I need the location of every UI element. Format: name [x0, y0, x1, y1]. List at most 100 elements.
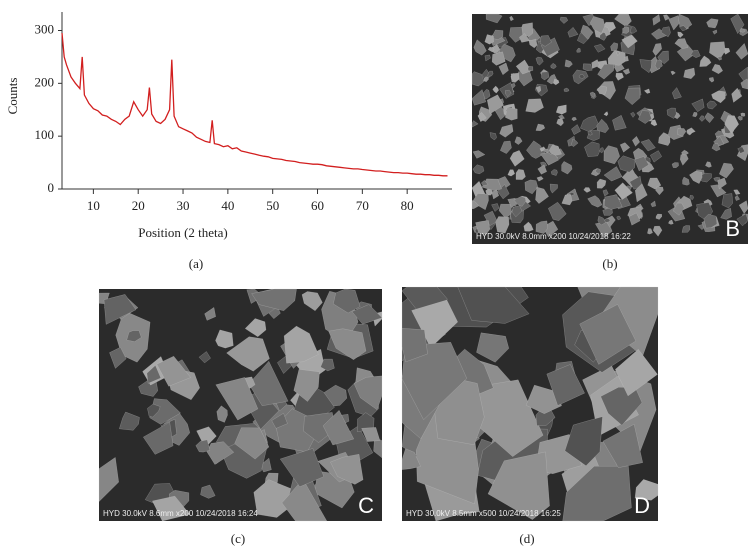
particle: [740, 78, 749, 90]
particle: [103, 294, 137, 325]
particle: [215, 329, 234, 349]
particle: [361, 427, 381, 442]
particle: [604, 218, 611, 223]
particle: [156, 355, 192, 387]
particle: [126, 330, 142, 342]
particle: [564, 59, 573, 68]
particle: [639, 59, 652, 74]
caption: (b): [602, 256, 617, 271]
particle: [652, 14, 661, 26]
particle: [535, 56, 544, 66]
particle: [471, 120, 479, 128]
particle: [638, 110, 652, 124]
particle: [603, 194, 623, 210]
particle: [579, 304, 637, 365]
particle: [481, 180, 489, 186]
particle: [483, 210, 498, 226]
particle: [401, 448, 421, 470]
particle: [495, 216, 510, 234]
particle: [596, 118, 610, 134]
particle: [681, 225, 691, 233]
particle: [515, 59, 532, 75]
particle: [634, 183, 648, 203]
particle: [704, 112, 715, 123]
particle: [621, 34, 638, 49]
particle: [216, 405, 228, 423]
particle: [717, 55, 723, 61]
particle: [487, 46, 495, 53]
particle: [628, 212, 641, 226]
particle: [699, 55, 712, 67]
particle: [490, 29, 504, 40]
particle: [472, 164, 485, 175]
particle: [535, 186, 549, 204]
particle: [513, 196, 527, 207]
particle: [576, 47, 581, 53]
y-tick-label: 300: [35, 21, 55, 36]
particle: [599, 32, 607, 41]
particle: [738, 200, 749, 214]
image-info: HYD 30.0kV 8.0mm x200 10/24/2018 16:22: [476, 232, 631, 241]
particle: [485, 13, 503, 24]
particle: [499, 124, 514, 138]
particle: [473, 39, 487, 56]
particle: [559, 16, 569, 24]
particle: [555, 104, 567, 115]
particle: [527, 65, 534, 71]
particle: [703, 213, 718, 229]
particle: [597, 63, 615, 80]
particle: [487, 70, 494, 77]
particle: [328, 328, 367, 360]
particle: [689, 195, 694, 201]
particle: [582, 63, 593, 72]
particle: [616, 215, 621, 221]
particle: [528, 38, 538, 49]
particle: [401, 342, 468, 421]
particle: [471, 71, 485, 87]
image-letter: D: [634, 493, 650, 518]
particle: [251, 288, 297, 312]
particle: [652, 225, 663, 237]
particle: [119, 411, 140, 431]
caption: (c): [231, 531, 245, 546]
x-tick-label: 60: [311, 198, 324, 213]
particle: [561, 194, 573, 206]
particle: [515, 169, 526, 180]
particle: [622, 68, 630, 75]
particle: [596, 178, 607, 189]
y-axis-label: Counts: [5, 78, 20, 115]
image-letter: B: [725, 216, 740, 241]
particle: [678, 25, 688, 32]
x-axis-label: Position (2 theta): [138, 225, 228, 240]
particle: [692, 112, 698, 118]
particle: [535, 123, 546, 131]
particle: [543, 148, 549, 154]
particle: [283, 325, 319, 364]
particle: [524, 179, 539, 195]
particle: [655, 186, 664, 196]
particle: [556, 118, 564, 127]
particle: [281, 478, 328, 522]
particle: [650, 200, 656, 208]
particle: [457, 286, 530, 324]
particle: [587, 130, 593, 136]
particle: [671, 162, 679, 168]
particle: [686, 127, 696, 135]
particle: [195, 439, 211, 453]
particle: [652, 43, 662, 57]
particle: [509, 15, 514, 22]
particle: [505, 107, 518, 121]
particle: [597, 215, 607, 226]
particle: [706, 100, 718, 110]
particle: [705, 161, 712, 168]
particle: [717, 177, 727, 190]
particle: [647, 228, 653, 235]
particle: [535, 85, 542, 93]
particle: [567, 26, 579, 38]
particle: [734, 194, 740, 201]
particle: [603, 166, 623, 182]
particle: [373, 437, 383, 459]
particle: [226, 336, 270, 372]
particle: [615, 72, 624, 81]
particle: [401, 328, 428, 363]
